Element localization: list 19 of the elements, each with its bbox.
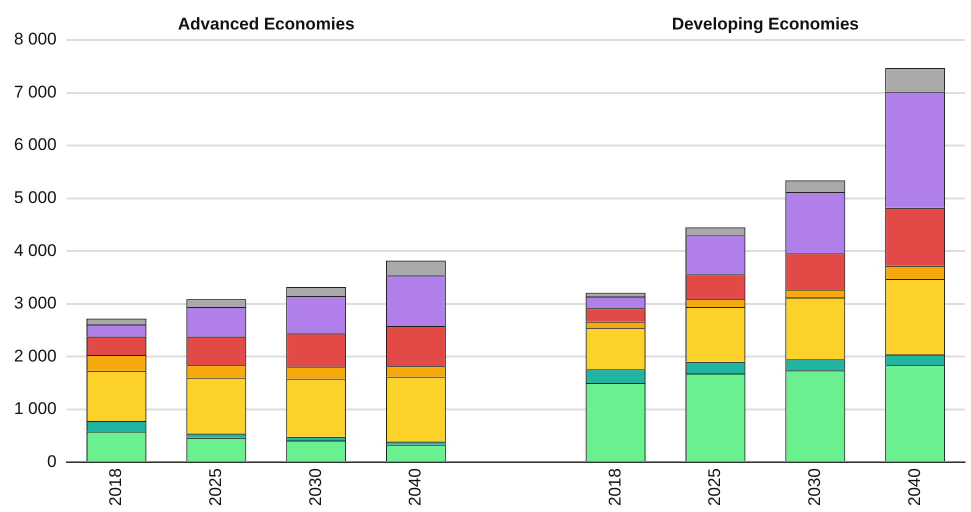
x-tick-label: 2030: [306, 468, 325, 506]
x-tick-label: 2018: [106, 468, 126, 506]
y-tick-label: 1 000: [14, 399, 57, 418]
y-tick-label: 5 000: [14, 188, 57, 208]
x-tick-label: 2040: [406, 468, 425, 506]
text: Developing Economies: [672, 14, 859, 34]
y-tick-label: 3 000: [14, 294, 57, 313]
y-tick-label: 0: [47, 452, 57, 471]
y-tick-label: 7 000: [14, 82, 57, 102]
text: Advanced Economies: [178, 14, 355, 34]
x-tick-label: 2025: [705, 468, 724, 506]
x-tick-label: 2025: [206, 468, 225, 506]
y-tick-label: 8 000: [14, 30, 57, 49]
y-tick-label: 6 000: [14, 135, 57, 154]
x-tick-label: 2040: [904, 468, 924, 506]
x-tick-label: 2030: [804, 468, 824, 506]
y-tick-label: 4 000: [14, 240, 57, 260]
y-tick-label: 2 000: [14, 346, 57, 366]
x-tick-label: 2018: [605, 468, 624, 506]
